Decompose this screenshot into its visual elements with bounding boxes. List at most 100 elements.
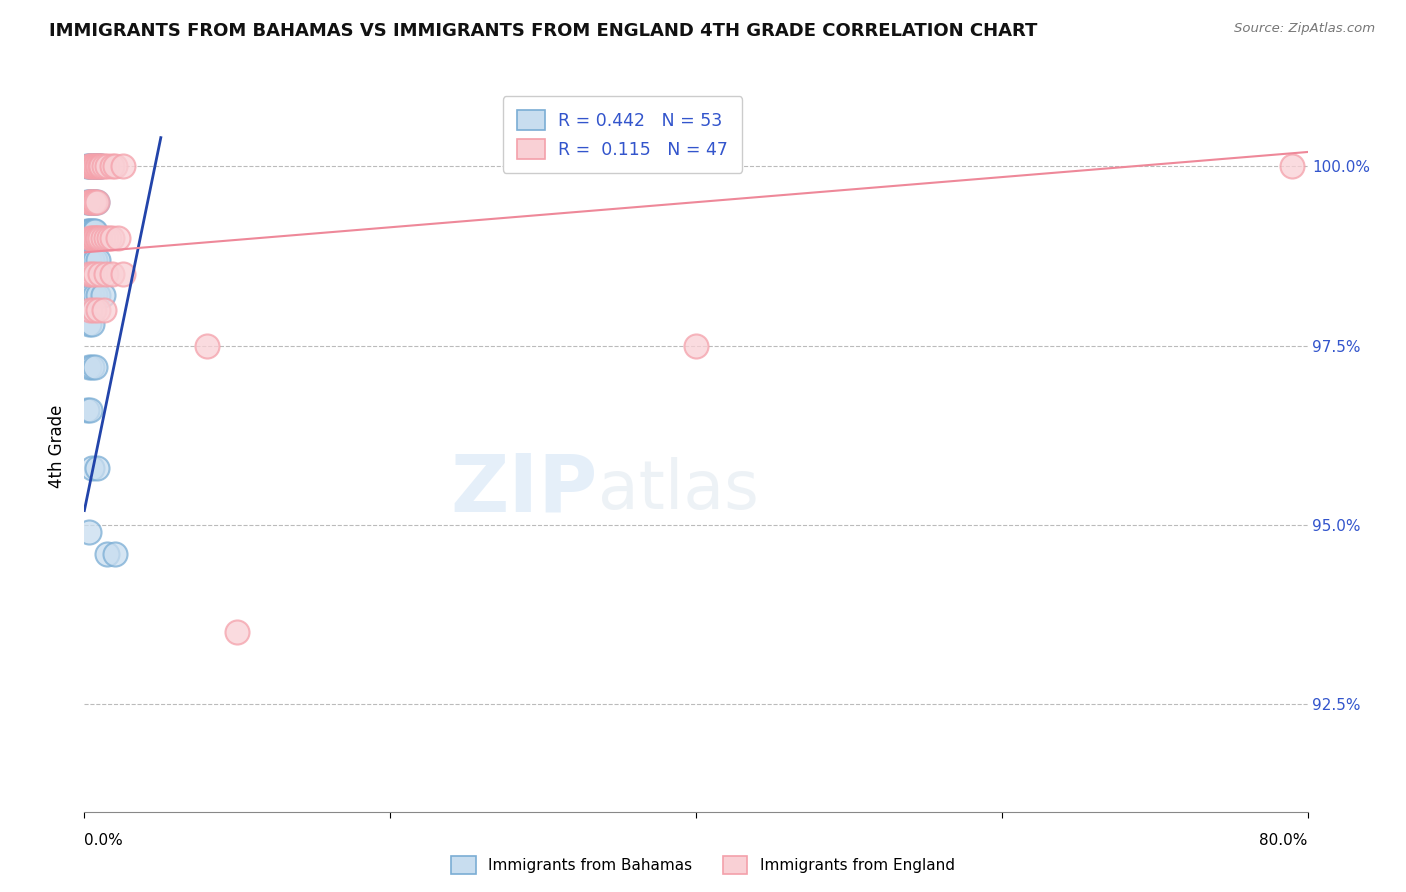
Point (83, 302, 105, 317)
Point (77, 267, 100, 281)
Point (104, 159, 127, 173)
Point (89, 231, 111, 245)
Point (80, 360, 103, 375)
Point (76, 224, 98, 238)
Point (97, 231, 120, 245)
Point (89, 159, 111, 173)
Text: atlas: atlas (598, 457, 759, 523)
Point (87, 159, 110, 173)
Point (87, 231, 110, 245)
Point (1281, 159, 1303, 173)
Point (91, 288, 114, 302)
Point (77, 224, 100, 238)
Point (80, 317, 103, 331)
Point (104, 547, 127, 561)
Point (84, 288, 107, 302)
Point (79, 403, 101, 417)
Point (86, 159, 108, 173)
Point (79, 224, 101, 238)
Text: Source: ZipAtlas.com: Source: ZipAtlas.com (1234, 22, 1375, 36)
Point (80, 231, 103, 245)
Point (86, 195, 108, 210)
Point (80, 288, 103, 302)
Point (685, 338, 707, 352)
Point (86, 195, 108, 210)
Point (84, 231, 107, 245)
Point (87, 302, 110, 317)
Point (77, 360, 100, 375)
Point (87, 159, 110, 173)
Point (195, 338, 218, 352)
Point (90, 159, 112, 173)
Point (80, 224, 103, 238)
Point (93, 302, 115, 317)
Point (89, 267, 111, 281)
Point (79, 195, 101, 210)
Point (79, 159, 101, 173)
Point (83, 231, 105, 245)
Point (77, 252, 100, 267)
Point (94, 231, 117, 245)
Point (96, 547, 118, 561)
Point (107, 231, 129, 245)
Point (83, 224, 105, 238)
Point (84, 159, 107, 173)
Point (80, 252, 103, 267)
Text: 0.0%: 0.0% (84, 833, 124, 848)
Point (83, 195, 105, 210)
Point (101, 159, 124, 173)
Point (79, 231, 101, 245)
Point (77, 317, 100, 331)
Point (77, 195, 100, 210)
Point (89, 159, 111, 173)
Point (76, 159, 98, 173)
Legend: R = 0.442   N = 53, R =  0.115   N = 47: R = 0.442 N = 53, R = 0.115 N = 47 (503, 96, 742, 173)
Point (84, 224, 107, 238)
Text: ZIP: ZIP (451, 450, 598, 529)
Point (226, 625, 249, 640)
Point (87, 252, 110, 267)
Point (87, 288, 110, 302)
Point (84, 159, 107, 173)
Point (111, 159, 134, 173)
Point (80, 195, 103, 210)
Point (84, 195, 107, 210)
Point (77, 159, 100, 173)
Point (86, 159, 108, 173)
Point (83, 195, 105, 210)
Point (76, 403, 98, 417)
Point (80, 159, 103, 173)
Point (80, 195, 103, 210)
Point (96, 159, 118, 173)
Point (84, 267, 107, 281)
Point (77, 159, 100, 173)
Point (79, 195, 101, 210)
Point (80, 267, 103, 281)
Point (101, 231, 124, 245)
Point (93, 159, 115, 173)
Point (76, 195, 98, 210)
Point (80, 159, 103, 173)
Point (101, 267, 124, 281)
Point (91, 231, 114, 245)
Point (77, 288, 100, 302)
Legend: Immigrants from Bahamas, Immigrants from England: Immigrants from Bahamas, Immigrants from… (446, 850, 960, 880)
Y-axis label: 4th Grade: 4th Grade (48, 404, 66, 488)
Point (86, 231, 108, 245)
Point (84, 360, 107, 375)
Text: IMMIGRANTS FROM BAHAMAS VS IMMIGRANTS FROM ENGLAND 4TH GRADE CORRELATION CHART: IMMIGRANTS FROM BAHAMAS VS IMMIGRANTS FR… (49, 22, 1038, 40)
Text: 80.0%: 80.0% (1260, 833, 1308, 848)
Point (79, 159, 101, 173)
Point (77, 195, 100, 210)
Point (84, 252, 107, 267)
Point (84, 195, 107, 210)
Point (94, 267, 117, 281)
Point (111, 267, 134, 281)
Point (90, 159, 112, 173)
Point (77, 524, 100, 539)
Point (80, 460, 103, 475)
Point (83, 159, 105, 173)
Point (79, 302, 101, 317)
Point (83, 159, 105, 173)
Point (86, 460, 108, 475)
